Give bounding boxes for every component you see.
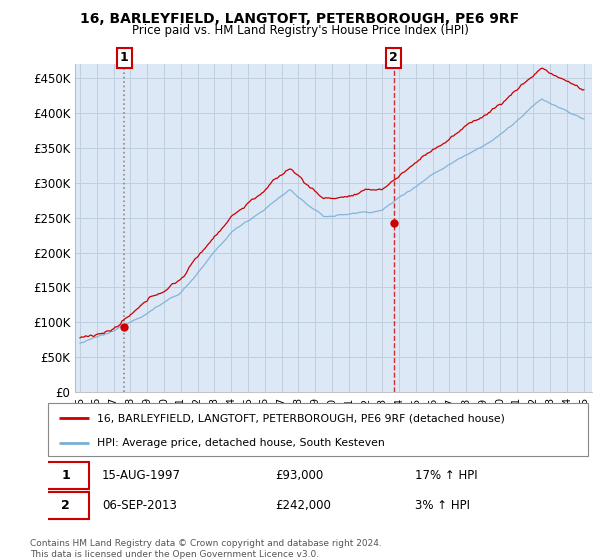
Text: 06-SEP-2013: 06-SEP-2013 xyxy=(102,499,177,512)
FancyBboxPatch shape xyxy=(43,462,89,489)
FancyBboxPatch shape xyxy=(43,492,89,519)
Text: 1: 1 xyxy=(119,52,128,64)
Text: 3% ↑ HPI: 3% ↑ HPI xyxy=(415,499,470,512)
Text: £242,000: £242,000 xyxy=(275,499,331,512)
Text: 2: 2 xyxy=(389,52,398,64)
FancyBboxPatch shape xyxy=(48,403,588,456)
Text: Price paid vs. HM Land Registry's House Price Index (HPI): Price paid vs. HM Land Registry's House … xyxy=(131,24,469,37)
Text: 16, BARLEYFIELD, LANGTOFT, PETERBOROUGH, PE6 9RF: 16, BARLEYFIELD, LANGTOFT, PETERBOROUGH,… xyxy=(80,12,520,26)
Text: 17% ↑ HPI: 17% ↑ HPI xyxy=(415,469,478,482)
Text: 16, BARLEYFIELD, LANGTOFT, PETERBOROUGH, PE6 9RF (detached house): 16, BARLEYFIELD, LANGTOFT, PETERBOROUGH,… xyxy=(97,413,505,423)
Text: HPI: Average price, detached house, South Kesteven: HPI: Average price, detached house, Sout… xyxy=(97,438,385,448)
Text: £93,000: £93,000 xyxy=(275,469,323,482)
Text: Contains HM Land Registry data © Crown copyright and database right 2024.
This d: Contains HM Land Registry data © Crown c… xyxy=(30,539,382,559)
Text: 1: 1 xyxy=(61,469,70,482)
Text: 2: 2 xyxy=(61,499,70,512)
Text: 15-AUG-1997: 15-AUG-1997 xyxy=(102,469,181,482)
